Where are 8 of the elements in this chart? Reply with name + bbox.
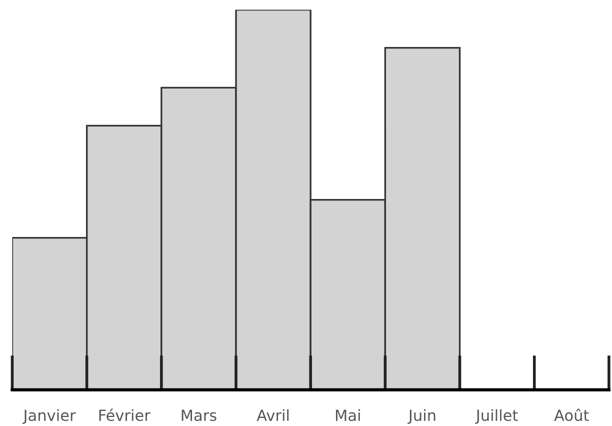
x-tick-label: Juillet xyxy=(475,409,518,424)
x-tick-label: Mai xyxy=(336,409,360,422)
x-tick-label: Janvier xyxy=(22,409,76,424)
x-tick-label: Avril xyxy=(256,409,289,421)
x-tick-label: Mars xyxy=(182,410,216,422)
x-tick-label: Février xyxy=(99,408,150,422)
x-tick-label: Août xyxy=(554,408,589,422)
x-tick-label: Juin xyxy=(408,409,436,424)
